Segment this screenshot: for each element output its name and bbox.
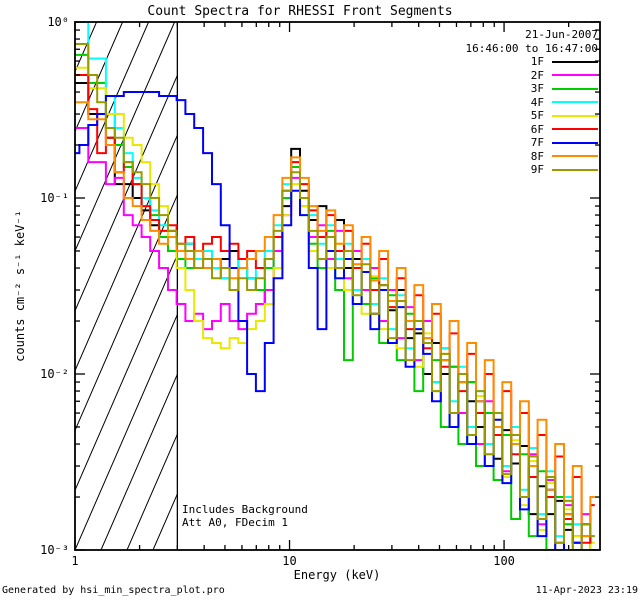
spectra-series-group: [75, 22, 595, 550]
y-axis-label: counts cm⁻² s⁻¹ keV⁻¹: [13, 210, 27, 362]
x-axis-label: Energy (keV): [293, 568, 381, 582]
legend-entry-9F: 9F: [466, 163, 598, 177]
legend-entry-4F: 4F: [466, 96, 598, 110]
legend-line-sample-8F: [552, 155, 598, 158]
legend-line-sample-9F: [552, 168, 598, 171]
legend-line-sample-2F: [552, 74, 598, 77]
legend-entries: 1F 2F 3F 4F 5F 6F 7F 8F 9F: [466, 55, 598, 177]
legend-entry-7F: 7F: [466, 136, 598, 150]
legend-line-sample-6F: [552, 128, 598, 131]
annotation-attenuator-note: Att A0, FDecim 1: [182, 516, 288, 529]
svg-text:1: 1: [71, 554, 78, 568]
legend-label-3F: 3F: [530, 82, 544, 95]
legend-label-9F: 9F: [530, 163, 544, 176]
legend-label-7F: 7F: [530, 136, 544, 149]
series-9F: [75, 43, 595, 550]
legend-line-sample-7F: [552, 141, 598, 144]
axis-tick-labels: 1 10 100 10⁰ 10⁻¹ 10⁻² 10⁻³: [40, 15, 515, 568]
legend-entry-6F: 6F: [466, 123, 598, 137]
svg-text:10: 10: [282, 554, 296, 568]
legend-label-2F: 2F: [530, 68, 544, 82]
axes-box: [74, 21, 601, 551]
hatched-region: [75, 22, 178, 550]
legend-label-6F: 6F: [530, 122, 544, 136]
generator-credit: Generated by hsi_min_spectra_plot.pro: [2, 585, 225, 596]
legend-label-5F: 5F: [530, 109, 544, 122]
legend: 21-Jun-2007 16:46:00 to 16:47:00 1F 2F 3F 4…: [466, 28, 598, 177]
generation-timestamp: 11-Apr-2023 23:19: [535, 585, 638, 596]
legend-entry-5F: 5F: [466, 109, 598, 123]
legend-entry-2F: 2F: [466, 69, 598, 83]
svg-text:10⁰: 10⁰: [47, 15, 69, 29]
legend-date: 21-Jun-2007: [525, 28, 598, 41]
legend-entry-1F: 1F: [466, 55, 598, 69]
svg-text:10⁻²: 10⁻²: [40, 367, 69, 381]
legend-entry-8F: 8F: [466, 150, 598, 164]
svg-text:100: 100: [493, 554, 515, 568]
legend-time-range: 16:46:00 to 16:47:00: [465, 41, 598, 55]
legend-line-sample-1F: [552, 60, 598, 63]
svg-text:10⁻³: 10⁻³: [40, 543, 69, 557]
annotation-background-note: Includes Background: [182, 503, 308, 516]
legend-label-1F: 1F: [530, 55, 544, 68]
legend-label-8F: 8F: [530, 149, 544, 163]
legend-label-4F: 4F: [530, 95, 544, 109]
chart-title: Count Spectra for RHESSI Front Segments: [147, 4, 453, 19]
legend-line-sample-4F: [552, 101, 598, 104]
legend-line-sample-3F: [552, 87, 598, 90]
svg-text:10⁻¹: 10⁻¹: [40, 191, 69, 205]
legend-line-sample-5F: [552, 114, 598, 117]
series-8F: [75, 101, 595, 538]
legend-entry-3F: 3F: [466, 82, 598, 96]
